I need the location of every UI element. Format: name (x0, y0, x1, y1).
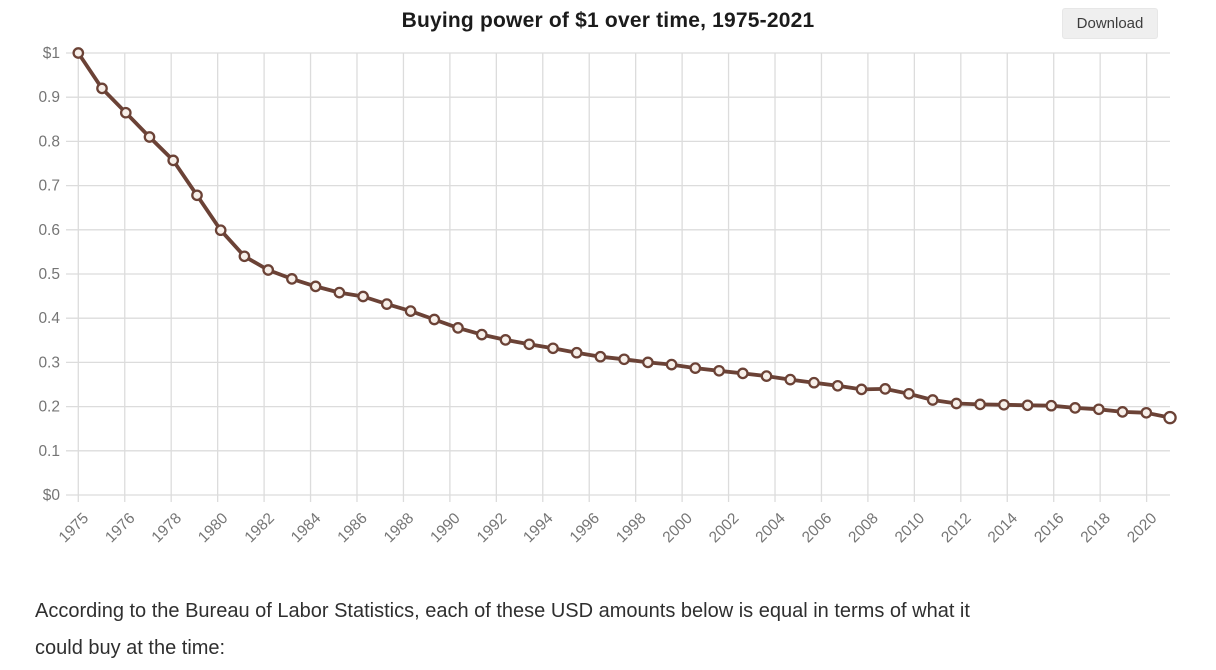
y-tick-label: $0 (43, 487, 61, 504)
y-tick-label: 0.9 (38, 89, 60, 106)
data-point-2011 (926, 394, 939, 406)
y-tick-label: 0.8 (38, 133, 60, 150)
data-point-1989 (404, 305, 417, 317)
data-point-2019 (1116, 406, 1129, 418)
data-point-1993 (499, 334, 512, 346)
x-tick-label: 1988 (381, 510, 417, 546)
data-points (72, 47, 1177, 425)
data-point-1984 (286, 273, 298, 285)
data-point-1977 (119, 106, 132, 119)
data-point-1998 (618, 353, 630, 366)
data-point-2006 (808, 376, 820, 389)
y-grid-and-labels: $1 0.9 0.8 0.7 0.6 0.5 0.4 0.3 0.2 0.1 $0 (38, 45, 1170, 504)
x-tick-label: 2002 (706, 510, 742, 546)
x-tick-label: 1978 (149, 510, 185, 546)
download-button[interactable]: Download (1062, 8, 1158, 39)
x-tick-label: 1986 (334, 510, 370, 546)
x-grid-and-labels: 1975 1976 1978 1980 1982 1984 1986 1988 1990 1992… (56, 53, 1161, 546)
x-tick-label: 1982 (242, 510, 278, 546)
data-point-2010 (903, 387, 915, 400)
data-point-1992 (475, 328, 488, 341)
x-tick-label: 2000 (660, 510, 697, 547)
data-point-2009 (879, 383, 892, 395)
x-tick-label: 2016 (1031, 510, 1067, 546)
data-point-1991 (452, 322, 464, 334)
x-tick-label: 2018 (1078, 510, 1114, 546)
data-point-1997 (594, 350, 607, 363)
data-point-1986 (333, 286, 346, 299)
data-point-2003 (736, 367, 749, 380)
data-point-2018 (1092, 403, 1105, 416)
y-tick-label: 0.5 (38, 266, 60, 283)
chart-description-text: According to the Bureau of Labor Statist… (35, 593, 1195, 667)
data-point-2013 (974, 398, 986, 411)
x-tick-label: 2008 (845, 510, 881, 546)
x-tick-label: 2006 (799, 510, 835, 546)
data-point-1979 (167, 154, 180, 167)
y-tick-label: 0.7 (38, 178, 60, 195)
x-tick-label: 1992 (474, 510, 510, 546)
x-tick-label: 1998 (613, 510, 649, 546)
data-point-2001 (689, 362, 702, 374)
y-tick-label: 0.2 (38, 399, 60, 416)
x-tick-label: 2004 (752, 510, 789, 547)
description-line-2: could buy at the time: (35, 637, 226, 659)
data-point-1995 (547, 342, 559, 355)
x-tick-label: 2020 (1124, 510, 1161, 547)
x-tick-label: 1975 (56, 510, 92, 546)
data-point-1982 (238, 250, 251, 263)
data-point-2021 (1163, 410, 1177, 425)
y-tick-label: 0.1 (38, 443, 60, 460)
data-point-2004 (760, 370, 773, 382)
data-point-2017 (1069, 402, 1081, 414)
data-point-1978 (143, 131, 156, 143)
data-point-2020 (1140, 406, 1153, 419)
description-line-1: According to the Bureau of Labor Statist… (35, 600, 970, 622)
data-point-1996 (570, 346, 583, 359)
y-tick-label: 0.3 (38, 354, 60, 371)
data-point-1988 (380, 298, 393, 310)
x-tick-label: 1996 (567, 510, 603, 546)
data-point-2005 (784, 373, 797, 386)
page-title: Buying power of $1 over time, 1975-2021 (401, 9, 815, 32)
data-point-1983 (262, 264, 275, 276)
data-point-1975 (72, 47, 85, 59)
data-point-2016 (1045, 399, 1058, 412)
data-point-1987 (357, 290, 369, 303)
data-point-1985 (309, 280, 322, 293)
data-point-2007 (831, 379, 844, 392)
data-point-1980 (191, 189, 203, 202)
data-point-1990 (428, 313, 441, 326)
x-tick-label: 1984 (288, 510, 325, 547)
data-point-1976 (96, 82, 108, 95)
data-point-1981 (214, 224, 227, 237)
x-tick-label: 2014 (985, 510, 1022, 547)
data-point-2012 (950, 397, 963, 410)
y-tick-label: 0.6 (38, 222, 60, 239)
data-point-2014 (998, 398, 1010, 411)
data-point-1999 (642, 356, 654, 369)
x-tick-label: 2010 (892, 510, 929, 547)
y-tick-label: 0.4 (38, 310, 60, 327)
data-point-2015 (1021, 399, 1034, 412)
data-point-2008 (855, 383, 868, 396)
x-tick-label: 2012 (938, 510, 974, 546)
x-tick-label: 1994 (520, 510, 557, 547)
x-tick-label: 1990 (427, 510, 464, 547)
x-tick-label: 1980 (195, 510, 232, 547)
data-point-1994 (523, 338, 536, 351)
x-tick-label: 1976 (102, 510, 138, 546)
y-tick-label: $1 (43, 45, 60, 62)
data-point-2000 (665, 358, 678, 371)
data-point-2002 (713, 364, 725, 377)
